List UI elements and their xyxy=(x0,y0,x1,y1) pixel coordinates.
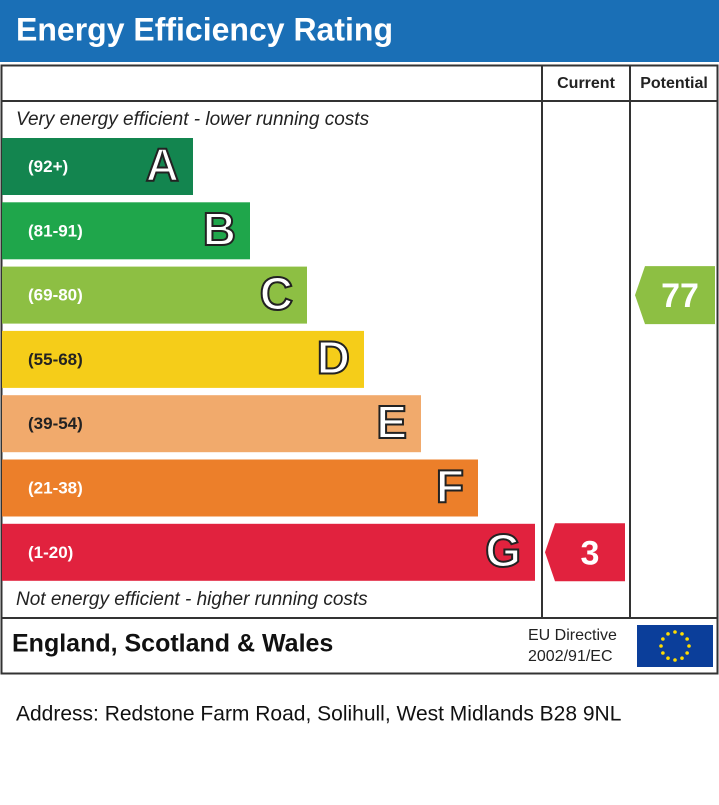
band-letter: G xyxy=(485,524,521,576)
band-bar xyxy=(2,523,535,581)
title: Energy Efficiency Rating xyxy=(16,11,393,47)
band-letter: D xyxy=(317,332,350,384)
band-letter: B xyxy=(203,203,236,255)
flag-star xyxy=(661,637,665,641)
band-bar xyxy=(2,138,193,195)
band-bar xyxy=(2,202,250,260)
band-letter: F xyxy=(436,460,464,512)
band-bar xyxy=(2,330,364,388)
band-range: (55-68) xyxy=(28,350,83,369)
current-header: Current xyxy=(557,75,615,92)
frame xyxy=(0,64,719,675)
flag-star xyxy=(687,644,691,648)
address: Address: Redstone Farm Road, Solihull, W… xyxy=(16,703,621,726)
band-bar xyxy=(2,266,307,324)
flag-star xyxy=(680,656,684,660)
band-range: (1-20) xyxy=(28,543,73,562)
flag-star xyxy=(685,637,689,641)
bottom-note: Not energy efficient - higher running co… xyxy=(16,589,368,610)
flag-star xyxy=(680,632,684,636)
band-letter: A xyxy=(146,139,179,191)
band-letter: C xyxy=(260,267,293,319)
flag-star xyxy=(666,656,670,660)
potential-header: Potential xyxy=(640,75,708,92)
band-bar xyxy=(2,459,478,517)
flag-star xyxy=(661,651,665,655)
flag-star xyxy=(685,651,689,655)
current-value: 3 xyxy=(581,534,600,572)
band-bar xyxy=(2,395,421,453)
region: England, Scotland & Wales xyxy=(12,630,333,658)
top-note: Very energy efficient - lower running co… xyxy=(16,109,370,130)
flag-star xyxy=(673,630,677,634)
band-letter: E xyxy=(376,396,407,448)
band-range: (81-91) xyxy=(28,221,83,240)
band-range: (69-80) xyxy=(28,286,83,305)
directive: 2002/91/EC xyxy=(528,648,613,665)
band-range: (39-54) xyxy=(28,414,83,433)
directive: EU Directive xyxy=(528,627,617,644)
potential-value: 77 xyxy=(661,277,699,315)
flag-star xyxy=(666,632,670,636)
eu-flag xyxy=(637,625,713,667)
flag-star xyxy=(659,644,663,648)
potential-arrow xyxy=(635,266,715,325)
band-range: (92+) xyxy=(28,157,68,176)
title-bar xyxy=(0,0,719,62)
flag-star xyxy=(673,658,677,662)
current-arrow xyxy=(545,523,625,582)
band-range: (21-38) xyxy=(28,478,83,497)
